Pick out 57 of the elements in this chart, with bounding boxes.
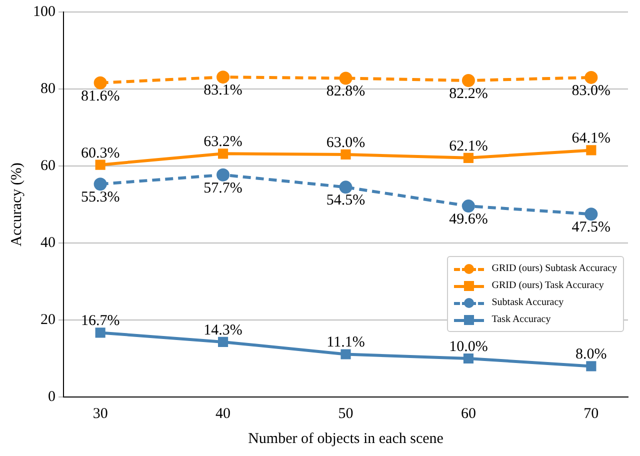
data-label: 11.1% <box>326 334 365 351</box>
data-label: 62.1% <box>449 138 488 154</box>
data-label: 63.2% <box>204 134 242 150</box>
x-tick-label: 30 <box>92 406 108 422</box>
point <box>339 180 352 194</box>
point <box>339 72 352 85</box>
x-axis-title: Number of objects in each scene <box>248 430 444 447</box>
y-tick-label: 0 <box>48 388 56 405</box>
point <box>584 208 598 221</box>
point <box>340 349 351 360</box>
point <box>462 200 475 213</box>
y-tick-label: 20 <box>40 312 56 328</box>
legend-label: Task Accuracy <box>492 314 551 325</box>
point <box>218 336 228 347</box>
point <box>216 168 230 182</box>
data-label: 60.3% <box>80 145 120 162</box>
x-tick-label: 60 <box>460 406 476 422</box>
data-label: 57.7% <box>204 180 242 196</box>
data-label: 64.1% <box>572 130 611 147</box>
data-label: 63.0% <box>326 134 366 151</box>
x-tick-label: 40 <box>216 406 231 422</box>
point <box>462 74 475 88</box>
data-label: 54.5% <box>326 192 366 209</box>
y-axis-title: Accuracy (%) <box>8 162 25 246</box>
legend-label: Subtask Accuracy <box>492 297 564 308</box>
data-label: 81.6% <box>80 88 120 104</box>
legend-label: GRID (ours) Task Accuracy <box>492 280 604 291</box>
point <box>586 361 596 372</box>
data-label: 83.0% <box>572 82 611 99</box>
y-tick-label: 80 <box>40 80 56 97</box>
point <box>94 178 107 191</box>
data-label: 49.6% <box>449 211 488 228</box>
data-label: 82.2% <box>449 86 488 102</box>
data-label: 10.0% <box>449 338 488 355</box>
data-label: 82.8% <box>326 84 366 100</box>
point <box>586 145 596 156</box>
data-label: 83.1% <box>204 82 242 99</box>
legend-label: GRID (ours) Subtask Accuracy <box>492 263 617 274</box>
y-tick-label: 100 <box>33 4 56 20</box>
point <box>95 328 106 338</box>
point <box>463 152 474 163</box>
point <box>218 148 228 159</box>
point <box>463 353 474 364</box>
data-label: 8.0% <box>576 346 607 363</box>
x-tick-label: 50 <box>338 406 354 422</box>
point <box>216 70 230 84</box>
point <box>95 160 106 170</box>
data-label: 47.5% <box>572 220 611 236</box>
point <box>584 70 598 84</box>
y-tick-label: 60 <box>40 158 56 174</box>
y-tick-label: 40 <box>40 234 56 251</box>
data-label: 14.3% <box>204 322 242 338</box>
point <box>340 149 351 160</box>
data-label: 16.7% <box>80 313 120 330</box>
point <box>94 76 107 90</box>
x-tick-label: 70 <box>584 406 599 422</box>
data-label: 55.3% <box>80 190 120 206</box>
